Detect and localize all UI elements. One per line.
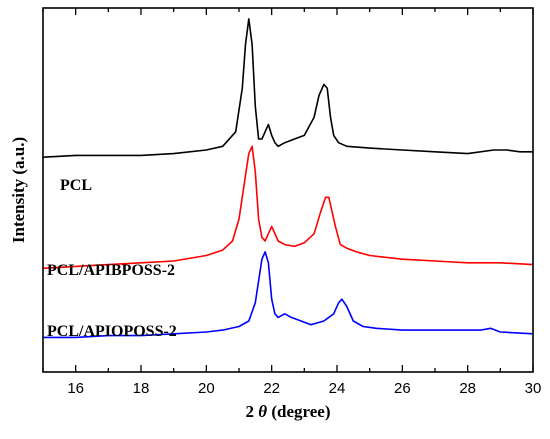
series-label-pcl-apioposs-2: PCL/APIOPOSS-2 xyxy=(47,323,177,340)
x-tick-label-24: 24 xyxy=(329,380,346,397)
series-label-pcl-apibposs-2: PCL/APIBPOSS-2 xyxy=(47,262,175,279)
plot-frame xyxy=(42,7,534,373)
x-axis-label-suffix: (degree) xyxy=(267,402,330,421)
x-tick-label-26: 26 xyxy=(394,380,411,397)
x-tick-label-16: 16 xyxy=(67,380,84,397)
x-tick-label-28: 28 xyxy=(459,380,476,397)
x-tick-label-22: 22 xyxy=(263,380,280,397)
series-line-1 xyxy=(42,145,534,270)
y-axis-label: Intensity (a.u.) xyxy=(9,137,28,243)
series-label-pcl: PCL xyxy=(60,177,92,194)
x-tick-label-20: 20 xyxy=(198,380,215,397)
x-tick-label-30: 30 xyxy=(525,380,542,397)
x-axis-label: 2 θ (degree) xyxy=(246,402,331,421)
x-axis-label-theta: θ xyxy=(258,402,267,421)
series-line-0 xyxy=(42,18,533,158)
tick-layer: 16 18 20 22 24 26 28 30 xyxy=(42,8,542,397)
series-layer xyxy=(42,18,534,339)
x-tick-label-18: 18 xyxy=(133,380,150,397)
x-axis-label-prefix: 2 xyxy=(246,402,259,421)
series-line-2 xyxy=(43,251,534,339)
